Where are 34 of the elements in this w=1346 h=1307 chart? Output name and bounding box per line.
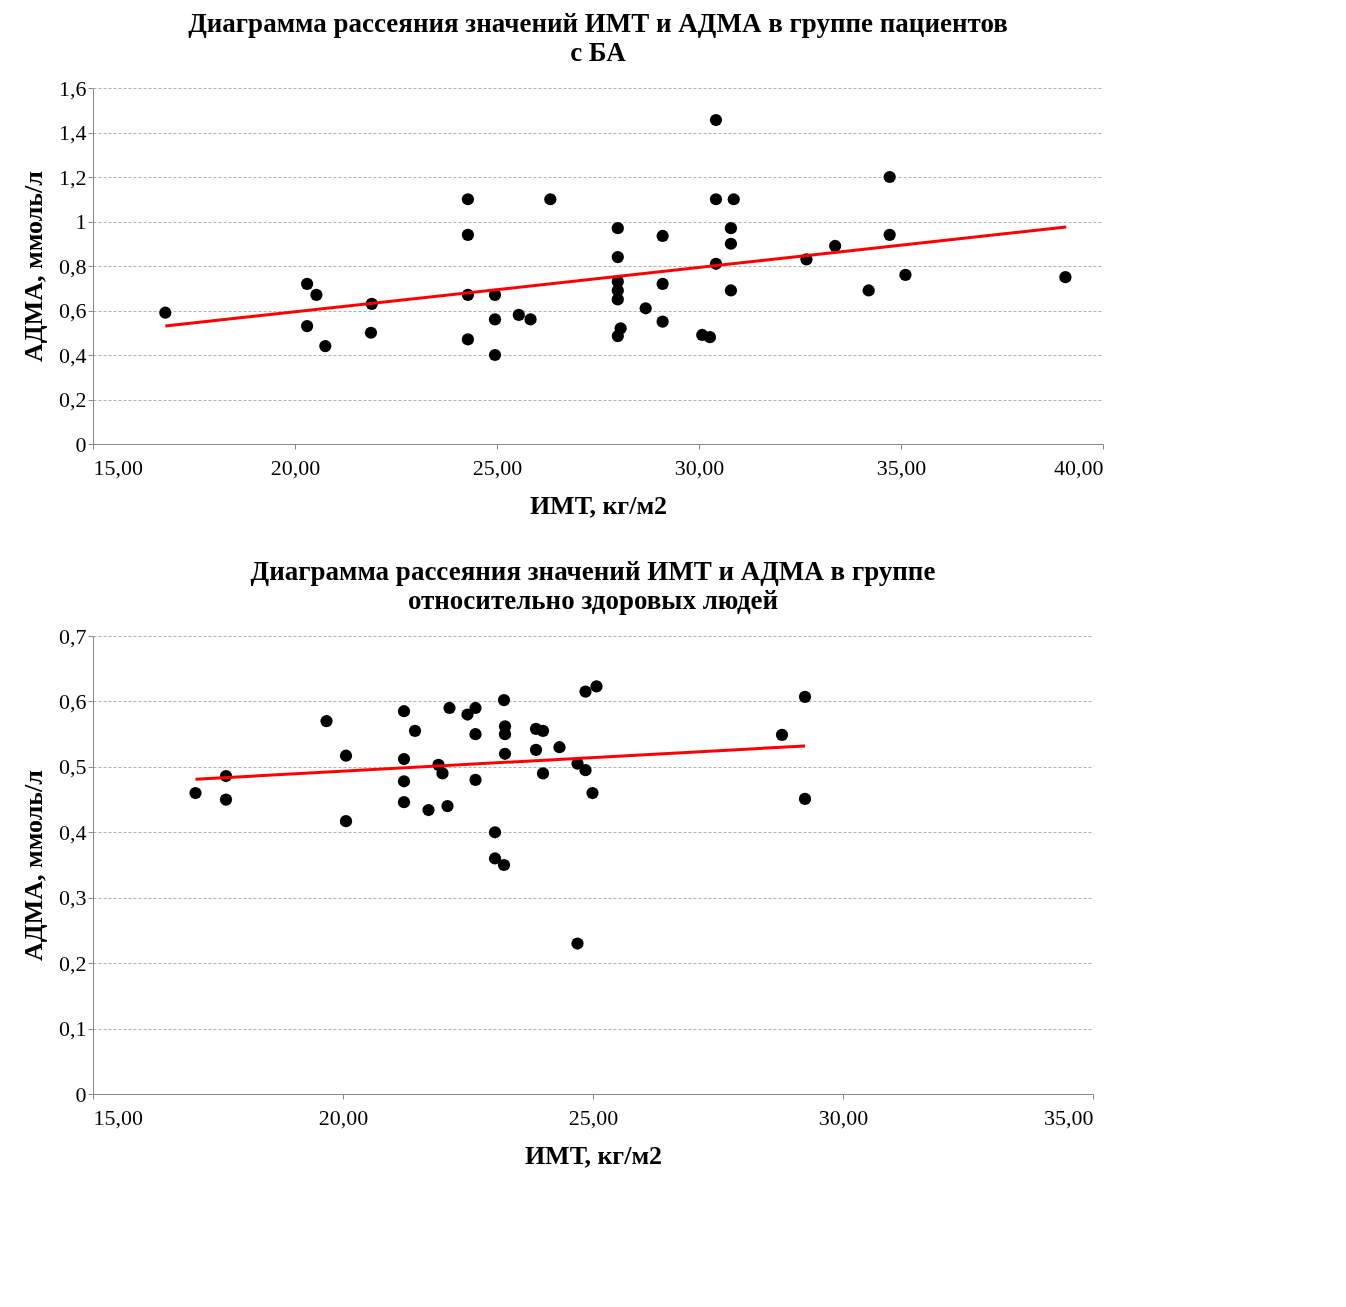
y-tick-label: 0,4: [59, 342, 87, 368]
chart-title: Диаграмма рассеяния значений ИМТ и АДМА в группе относительно здоровых людей: [250, 556, 936, 615]
x-tick-label: 25,00: [472, 454, 523, 480]
y-tick-label: 1: [75, 209, 87, 234]
y-tick-label: 0,2: [59, 387, 87, 412]
y-tick-label: 1,2: [59, 164, 87, 190]
y-tick-label: 0: [75, 1081, 87, 1107]
x-tick-label: 35,00: [1044, 1104, 1094, 1130]
x-tick-label: 20,00: [270, 454, 321, 480]
x-tick-label: 30,00: [674, 454, 725, 480]
y-tick-label: 0,6: [59, 688, 87, 714]
x-tick-label: 30,00: [818, 1104, 869, 1130]
y-tick-label: 1,4: [59, 120, 87, 145]
x-tick-label: 20,00: [318, 1104, 369, 1130]
x-tick-label: 15,00: [93, 1104, 143, 1130]
y-tick-label: 0,4: [59, 819, 87, 845]
x-tick-label: 25,00: [568, 1104, 619, 1130]
y-axis-title: АДМА, ммоль/л: [19, 171, 48, 362]
y-tick-label: 0: [75, 431, 87, 457]
y-tick-label: 0,3: [59, 885, 87, 911]
y-tick-label: 0,2: [59, 950, 87, 976]
y-tick-label: 0,1: [59, 1016, 87, 1042]
y-tick-label: 0,8: [59, 253, 87, 279]
x-axis-title: ИМТ, кг/м2: [529, 490, 668, 520]
chart-title: Диаграмма рассеяния значений ИМТ и АДМА в группе пациентов с БА: [188, 8, 1008, 67]
x-tick-label: 40,00: [1054, 454, 1104, 480]
x-axis-title: ИМТ, кг/м2: [524, 1140, 663, 1170]
x-tick-label: 35,00: [876, 454, 927, 480]
x-tick-label: 15,00: [93, 454, 143, 480]
y-axis-title: АДМА, ммоль/л: [19, 770, 48, 961]
y-tick-label: 0,6: [59, 298, 87, 323]
y-tick-label: 0,5: [59, 754, 87, 780]
y-tick-label: 0,7: [59, 623, 87, 649]
y-tick-label: 1,6: [59, 75, 87, 101]
